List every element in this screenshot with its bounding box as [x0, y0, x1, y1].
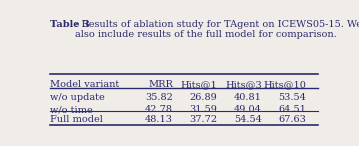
Text: 64.51: 64.51 [279, 105, 307, 114]
Text: : Results of ablation study for TAgent on ICEWS05-15. We
also include results of: : Results of ablation study for TAgent o… [75, 20, 359, 39]
Text: Model variant: Model variant [50, 80, 120, 89]
Text: 48.13: 48.13 [145, 115, 173, 124]
Text: w/o time: w/o time [50, 105, 93, 114]
Text: 54.54: 54.54 [234, 115, 262, 124]
Text: 37.72: 37.72 [189, 115, 218, 124]
Text: Table 3: Table 3 [50, 20, 90, 29]
Text: 49.04: 49.04 [234, 105, 262, 114]
Text: 26.89: 26.89 [190, 93, 218, 102]
Text: 31.59: 31.59 [190, 105, 218, 114]
Text: 42.78: 42.78 [145, 105, 173, 114]
Text: 53.54: 53.54 [279, 93, 307, 102]
Text: 67.63: 67.63 [279, 115, 307, 124]
Text: 35.82: 35.82 [145, 93, 173, 102]
Text: Hits@10: Hits@10 [264, 80, 307, 89]
Text: w/o update: w/o update [50, 93, 105, 102]
Text: Full model: Full model [50, 115, 103, 124]
Text: 40.81: 40.81 [234, 93, 262, 102]
Text: Hits@1: Hits@1 [181, 80, 218, 89]
Text: MRR: MRR [148, 80, 173, 89]
Text: Hits@3: Hits@3 [225, 80, 262, 89]
